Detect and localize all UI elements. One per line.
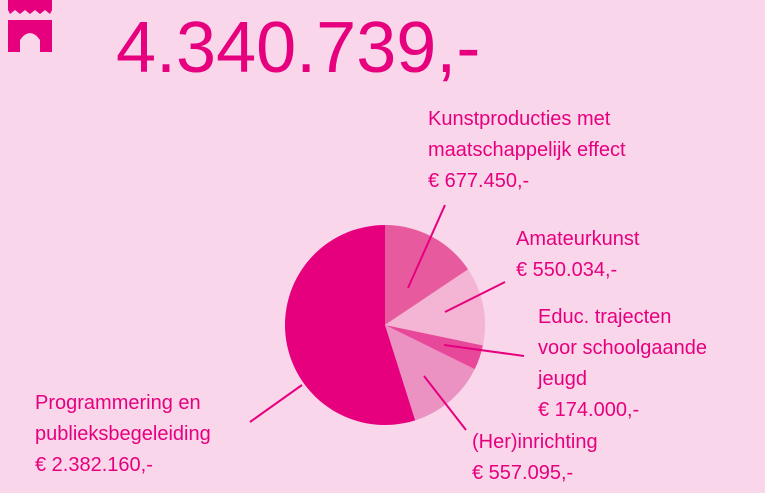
pie-slice	[385, 325, 475, 421]
category-label: Educ. trajecten voor schoolgaande jeugd	[538, 306, 708, 390]
pie-slice	[385, 325, 483, 370]
value-label: € 677.450,-	[428, 170, 530, 192]
leader-line	[443, 344, 525, 357]
pie-slice	[284, 225, 416, 425]
category-label: Programmering en publieksbegeleiding	[35, 392, 211, 445]
category-label: Kunstproducties met maatschappelijk effe…	[428, 108, 626, 161]
category-label: (Her)inrichting	[472, 431, 598, 453]
value-label: € 2.382.160,-	[35, 454, 153, 476]
slice-label: (Her)inrichting € 557.095,-	[472, 427, 598, 489]
value-label: € 550.034,-	[516, 259, 618, 281]
value-label: € 557.095,-	[472, 462, 574, 484]
slice-label: Kunstproducties met maatschappelijk effe…	[428, 104, 626, 197]
leader-line	[249, 384, 303, 423]
total-title: 4.340.739,-	[116, 8, 481, 88]
leader-line	[444, 281, 506, 313]
leader-line	[407, 204, 446, 289]
value-label: € 174.000,-	[538, 399, 640, 421]
pie-slice	[385, 225, 469, 325]
category-label: Amateurkunst	[516, 228, 640, 250]
slice-label: Educ. trajecten voor schoolgaande jeugd €…	[538, 302, 707, 426]
pie-slice	[385, 269, 485, 346]
leader-line	[423, 375, 467, 431]
slice-label: Amateurkunst € 550.034,-	[516, 224, 639, 286]
castle-icon	[8, 0, 52, 52]
slice-label: Programmering en publieksbegeleiding € 2.…	[35, 388, 211, 481]
